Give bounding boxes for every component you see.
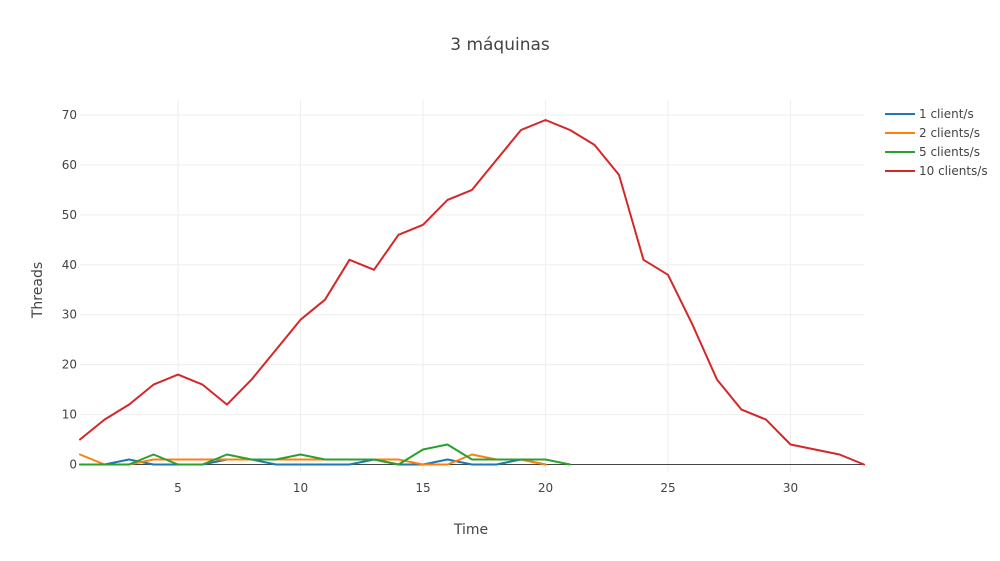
series-line-1-client-s[interactable] <box>79 458 547 466</box>
y-axis-title: Threads <box>30 262 46 319</box>
x-tick-label: 10 <box>293 481 308 495</box>
legend-label: 10 clients/s <box>919 164 988 178</box>
x-axis-title: Time <box>453 522 488 538</box>
y-tick-label: 70 <box>62 108 77 122</box>
series-line-10-clients-s[interactable] <box>79 119 865 466</box>
legend-item[interactable]: 10 clients/s <box>885 164 988 178</box>
series-line-5-clients-s[interactable] <box>79 443 571 466</box>
y-tick-label: 0 <box>69 458 77 472</box>
legend-item[interactable]: 2 clients/s <box>885 126 980 140</box>
x-tick-label: 25 <box>660 481 675 495</box>
x-tick-label: 30 <box>783 481 798 495</box>
x-tick-label: 5 <box>174 481 182 495</box>
y-tick-label: 40 <box>62 258 77 272</box>
legend-label: 1 client/s <box>919 107 974 121</box>
legend-label: 2 clients/s <box>919 126 980 140</box>
y-tick-label: 10 <box>62 408 77 422</box>
y-tick-label: 20 <box>62 358 77 372</box>
axis-ticks: 5 10 15 20 25 30 0 10 20 30 40 50 60 70 <box>62 108 798 495</box>
chart-title: 3 máquinas <box>450 35 550 55</box>
x-tick-label: 20 <box>538 481 553 495</box>
legend[interactable]: 1 client/s 2 clients/s 5 clients/s 10 clien… <box>885 107 988 178</box>
series-lines <box>79 119 865 466</box>
y-tick-label: 60 <box>62 158 77 172</box>
x-tick-label: 15 <box>415 481 430 495</box>
legend-label: 5 clients/s <box>919 145 980 159</box>
y-tick-label: 50 <box>62 208 77 222</box>
legend-item[interactable]: 5 clients/s <box>885 145 980 159</box>
legend-item[interactable]: 1 client/s <box>885 107 974 121</box>
y-tick-label: 30 <box>62 308 77 322</box>
gridlines <box>80 100 864 472</box>
